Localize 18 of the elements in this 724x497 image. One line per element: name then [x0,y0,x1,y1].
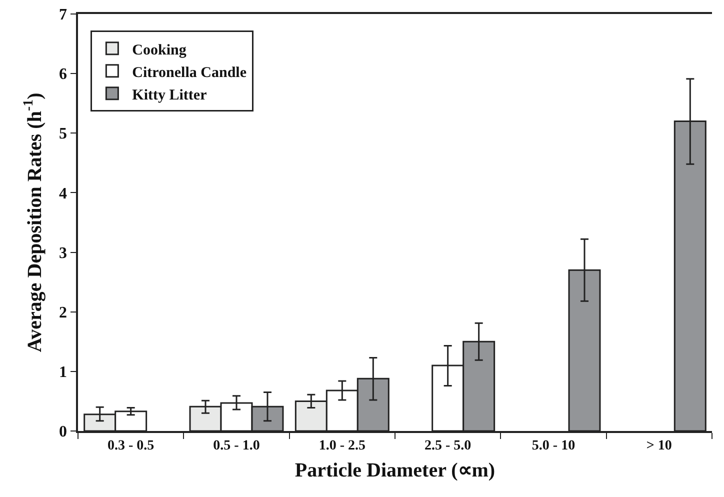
x-tick-label: 5.0 - 10 [532,438,576,454]
y-tick-label: 2 [59,304,68,322]
y-tick-label: 7 [59,6,68,24]
x-tick-label: 1.0 - 2.5 [318,438,366,454]
y-tick-label: 5 [59,126,68,143]
x-axis-title: Particle Diameter (∝m) [294,460,496,482]
y-tick-label: 0 [59,424,68,441]
x-tick-label: 0.5 - 1.0 [213,438,260,454]
legend-label: Kitty Litter [132,87,208,104]
x-tick-label: > 10 [646,438,672,454]
y-tick-label: 3 [59,244,68,262]
legend-label: Cooking [132,42,187,58]
y-tick-label: 6 [59,66,68,84]
x-tick-label: 2.5 - 5.0 [424,438,472,454]
y-tick-label: 4 [59,185,68,202]
x-tick-label: 0.3 - 0.5 [107,438,154,454]
y-tick-label: 1 [59,364,68,382]
legend-label: Citronella Candle [132,64,247,81]
